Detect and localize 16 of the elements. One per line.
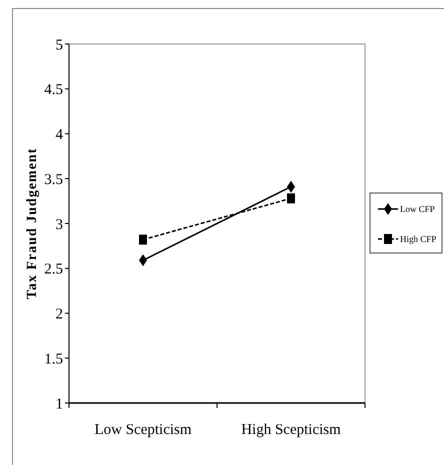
y-tick-label: 4: [56, 127, 64, 143]
x-tick-label: High Scepticism: [241, 422, 342, 438]
y-tick-label: 1: [56, 396, 63, 412]
y-tick-label: 2.5: [44, 262, 63, 278]
x-tick-label: Low Scepticism: [94, 422, 192, 438]
y-tick-label: 2: [56, 306, 63, 322]
y-tick-label: 5: [56, 37, 63, 54]
legend-label: High CFP: [400, 234, 436, 244]
y-tick-label: 3.5: [44, 172, 63, 188]
y-tick-label: 1.5: [44, 351, 63, 368]
point: [287, 193, 295, 204]
point: [139, 234, 147, 245]
legend-label: Low CFP: [400, 204, 435, 214]
y-tick-label: 3: [56, 216, 63, 233]
y-axis-title: Tax Fraud Judgement: [25, 148, 40, 300]
y-tick-label: 4.5: [44, 82, 63, 98]
